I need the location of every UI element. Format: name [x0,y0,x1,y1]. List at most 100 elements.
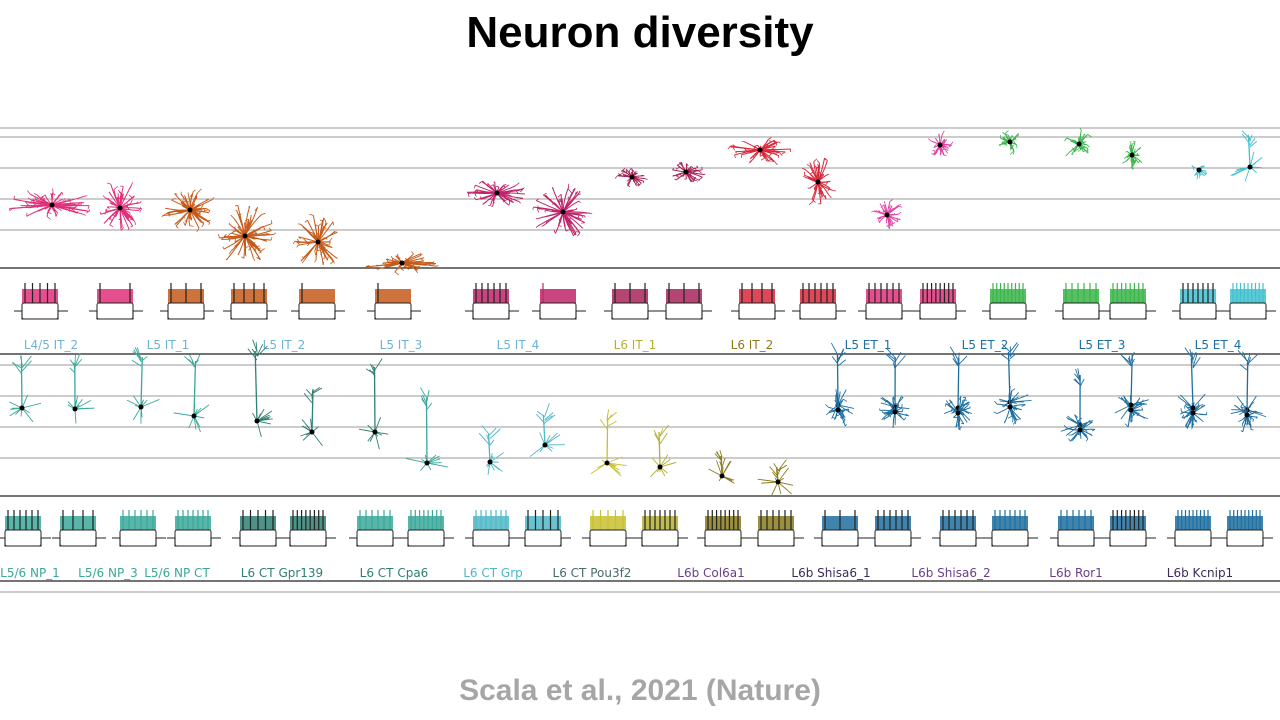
firing-trace [349,510,403,547]
cell-type-label: L6 CT Pou3f2 [553,566,632,580]
cell-type-label: L5 ET_4 [1195,338,1242,352]
neuron-morphology [825,392,850,427]
firing-trace [112,510,166,547]
firing-trace [984,510,1038,547]
neuron-morphology [1060,368,1094,439]
firing-trace [517,510,571,547]
cell-type-label: L6b Ror1 [1049,566,1102,580]
cell-type-label: L6b Col6a1 [677,566,744,580]
cell-type-label: L5/6 NP_3 [78,566,138,580]
cell-type-label: L6 IT_2 [731,338,774,352]
neuron-morphology [173,354,210,433]
neuron-morphology [478,425,504,475]
firing-trace [731,283,785,320]
neuron-morphology [871,199,903,229]
slide-title: Neuron diversity [466,8,814,57]
cell-type-label: L5 IT_3 [380,338,423,352]
firing-trace [89,283,143,320]
firing-trace [1102,283,1156,320]
cell-type-label: L5/6 NP CT [144,566,210,580]
neuron-morphology [1180,402,1208,430]
neuron-morphology [292,214,338,266]
firing-trace [52,510,106,547]
neuron-morphology [1063,414,1096,442]
cell-type-label: L5 IT_4 [497,338,540,352]
neuron-morphology [1120,395,1149,428]
neuron-morphology [466,180,525,207]
neuron-morphology [928,130,954,156]
cell-type-label: L5 ET_1 [845,338,892,352]
firing-trace [1102,510,1156,547]
neuron-morphology [727,137,792,166]
neuron-morphology [590,409,627,477]
firing-trace [1172,283,1226,320]
firing-trace [750,510,804,547]
neuron-morphology [67,353,95,424]
cell-type-labels-row-1: L4/5 IT_2 L5 IT_1 L5 IT_2 L5 IT_3 L5 IT_4 L6 … [24,338,1242,352]
firing-trace [634,510,688,547]
firing-trace [1055,283,1109,320]
neuron-morphology [708,450,735,484]
firing-trace [291,283,345,320]
firing-trace [1050,510,1104,547]
neuron-morphology [945,396,971,431]
cell-type-labels-row-2: L5/6 NP_1 L5/6 NP_3 L5/6 NP CT L6 CT Gpr139… [0,566,1233,580]
cell-type-label: L5/6 NP_1 [0,566,60,580]
neuron-morphology [672,161,706,183]
neuron-morphology [993,386,1026,425]
firing-traces-row-2 [0,510,1273,547]
firing-trace [932,510,986,547]
neuron-morphology [1191,164,1208,180]
neuron-morphology [529,402,565,457]
firing-trace [858,283,912,320]
firing-trace [532,283,586,320]
neuron-figure: L4/5 IT_2 L5 IT_1 L5 IT_2 L5 IT_3 L5 IT_4 L6 … [0,127,1280,593]
firing-trace [400,510,454,547]
neuron-morphology [405,387,449,471]
neuron-morphology [1230,130,1263,182]
cell-type-label: L6 CT Gpr139 [241,566,323,580]
firing-trace [982,283,1036,320]
firing-trace [282,510,336,547]
cell-type-label: L6 CT Cpa6 [360,566,429,580]
firing-trace [1219,510,1273,547]
neuron-morphology [9,188,90,220]
cell-type-label: L6b Shisa6_1 [791,566,870,580]
neuron-morphology [126,347,160,424]
neurons-row-2 [9,339,1267,497]
neuron-morphology [880,348,910,421]
cell-type-label: L6b Shisa6_2 [911,566,990,580]
neuron-morphology [1122,140,1143,170]
neuron-morphology [650,424,677,478]
firing-trace [867,510,921,547]
firing-trace [465,283,519,320]
layer-grid-lines [0,127,1280,593]
cell-type-label: L6 CT Grp [463,566,523,580]
neuron-morphology [1177,347,1206,421]
firing-trace [465,510,519,547]
neuron-morphology [879,395,909,428]
neuron-morphology [999,342,1032,411]
neuron-morphology [365,251,439,276]
neuron-morphology [757,459,794,497]
cell-type-label: L5 IT_1 [147,338,190,352]
firing-trace [14,283,68,320]
neuron-morphology [300,386,323,447]
neuron-morphology [998,130,1020,155]
firing-trace [223,283,277,320]
firing-trace [792,283,846,320]
neuron-morphology [218,204,277,262]
neuron-morphology [1114,351,1149,421]
citation-text: Scala et al., 2021 (Nature) [459,674,821,707]
cell-type-label: L6 IT_1 [614,338,657,352]
firing-trace [814,510,868,547]
firing-trace [912,283,966,320]
firing-trace [167,510,221,547]
firing-trace [604,283,658,320]
neurons-row-1 [9,127,1263,276]
neuron-morphology [358,358,389,450]
firing-trace [582,510,636,547]
firing-trace [658,283,712,320]
firing-trace [232,510,286,547]
firing-trace [1167,510,1221,547]
